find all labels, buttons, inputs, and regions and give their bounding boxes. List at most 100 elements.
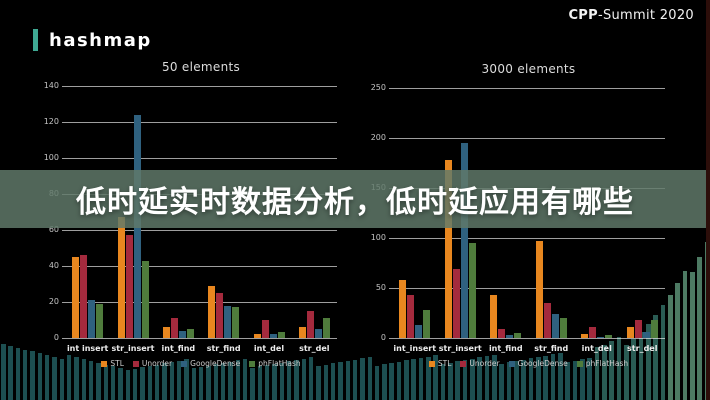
gridline (62, 86, 337, 87)
bar-STL (162, 327, 170, 338)
bar-STL (117, 217, 125, 338)
decor-bar (132, 369, 138, 400)
x-tick-label: int_insert (393, 344, 437, 353)
decor-bar (609, 341, 614, 400)
x-tick-label: int_del (253, 344, 285, 353)
decor-bar (367, 357, 372, 400)
decor-bar (44, 355, 50, 400)
x-tick-label: str_del (627, 344, 658, 353)
decor-bar (279, 363, 285, 400)
bar-STL (72, 257, 80, 338)
x-tick-label: str_del (299, 344, 330, 353)
decor-bar (176, 361, 182, 400)
decor-bar (426, 357, 431, 400)
bar-GoogleDense (506, 335, 514, 338)
y-tick-label: 200 (370, 133, 386, 142)
decor-bar (286, 361, 292, 400)
x-tick-label: str_insert (111, 344, 155, 353)
decor-bar (433, 355, 438, 400)
bar-phFlatHash (186, 329, 194, 338)
decor-bar (470, 359, 475, 400)
decor-bar (294, 360, 299, 400)
bar-phFlatHash (559, 318, 567, 338)
decor-bar (330, 363, 336, 400)
decor-bar (81, 359, 87, 400)
decor-bar (697, 257, 702, 400)
gridline (62, 338, 337, 339)
legend-label: STL (437, 359, 452, 368)
decor-bar (147, 366, 153, 400)
gridline (389, 238, 665, 239)
bar-Unorder (261, 320, 269, 338)
bar-Unorder (452, 269, 460, 338)
legend-item: phFlatHash (249, 359, 301, 368)
decor-bar (653, 315, 658, 400)
bar-Unorder (170, 318, 178, 338)
bar-GoogleDense (88, 300, 96, 338)
bar-GoogleDense (642, 332, 650, 338)
chart-legend: STL Unorder GoogleDense phFlatHash (382, 359, 675, 368)
legend-item: phFlatHash (576, 359, 629, 368)
decor-bar (308, 357, 314, 400)
header: hashmap (33, 29, 152, 51)
bar-GoogleDense (551, 314, 559, 338)
legend-swatch-Unorder (460, 360, 467, 367)
bar-Unorder (306, 311, 314, 338)
legend-label: GoogleDense (517, 359, 568, 368)
event-label-rest: -Summit 2020 (597, 8, 694, 23)
decor-bar (448, 363, 453, 400)
decor-bar (418, 358, 424, 400)
legend-swatch-phFlatHash (576, 360, 583, 367)
decor-bar (484, 356, 490, 400)
gridline (389, 138, 665, 139)
decor-bar (30, 351, 35, 400)
decor-bar (59, 359, 65, 400)
decor-bar (631, 339, 636, 400)
legend-item: GoogleDense (508, 359, 568, 368)
legend-swatch-GoogleDense (508, 360, 515, 367)
legend-swatch-STL (428, 360, 435, 367)
decor-bar (492, 355, 497, 400)
y-tick-label: 50 (375, 283, 386, 292)
brand-accent-bar (33, 29, 38, 51)
bar-STL (626, 327, 634, 338)
decor-bar (74, 357, 79, 400)
decor-bar (272, 364, 277, 400)
legend-label: phFlatHash (585, 359, 629, 368)
decor-bar (404, 360, 409, 400)
event-label: CPP-Summit 2020 (568, 8, 694, 23)
legend-item: Unorder (132, 359, 172, 368)
bar-phFlatHash (322, 318, 330, 338)
decor-bar (646, 324, 651, 400)
bar-STL (535, 241, 543, 338)
decor-bar (242, 359, 248, 400)
event-label-bold: CPP (568, 8, 598, 23)
legend-swatch-Unorder (132, 360, 139, 367)
bar-Unorder (543, 303, 551, 338)
y-tick-label: 140 (43, 81, 59, 90)
decor-bar (558, 353, 563, 400)
decor-bar (660, 305, 666, 400)
bar-phFlatHash (514, 333, 522, 338)
bar-phFlatHash (277, 331, 285, 338)
y-tick-label: 250 (370, 83, 386, 92)
decor-bar (140, 367, 145, 400)
legend-item: STL (428, 359, 452, 368)
decor-bar (550, 354, 556, 400)
decor-bar (382, 364, 387, 400)
decor-bar (462, 360, 468, 400)
decor-bar (154, 365, 160, 400)
chart-legend: STL Unorder GoogleDense phFlatHash (55, 359, 347, 368)
decor-bar (440, 364, 446, 400)
bar-Unorder (125, 235, 133, 338)
decor-bar (191, 368, 197, 400)
bar-Unorder (589, 327, 597, 338)
decor-bar (594, 347, 600, 400)
bar-STL (298, 327, 306, 338)
legend-label: STL (110, 359, 124, 368)
decor-bar (477, 357, 482, 400)
decor-bar (668, 295, 673, 400)
bar-phFlatHash (605, 334, 613, 338)
decor-bar (213, 364, 219, 400)
